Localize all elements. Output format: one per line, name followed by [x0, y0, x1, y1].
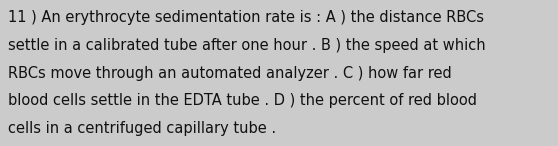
Text: cells in a centrifuged capillary tube .: cells in a centrifuged capillary tube .: [8, 121, 276, 136]
Text: RBCs move through an automated analyzer . C ) how far red: RBCs move through an automated analyzer …: [8, 66, 451, 81]
Text: blood cells settle in the EDTA tube . D ) the percent of red blood: blood cells settle in the EDTA tube . D …: [8, 93, 477, 108]
Text: 11 ) An erythrocyte sedimentation rate is : A ) the distance RBCs: 11 ) An erythrocyte sedimentation rate i…: [8, 10, 484, 25]
Text: settle in a calibrated tube after one hour . B ) the speed at which: settle in a calibrated tube after one ho…: [8, 38, 485, 53]
